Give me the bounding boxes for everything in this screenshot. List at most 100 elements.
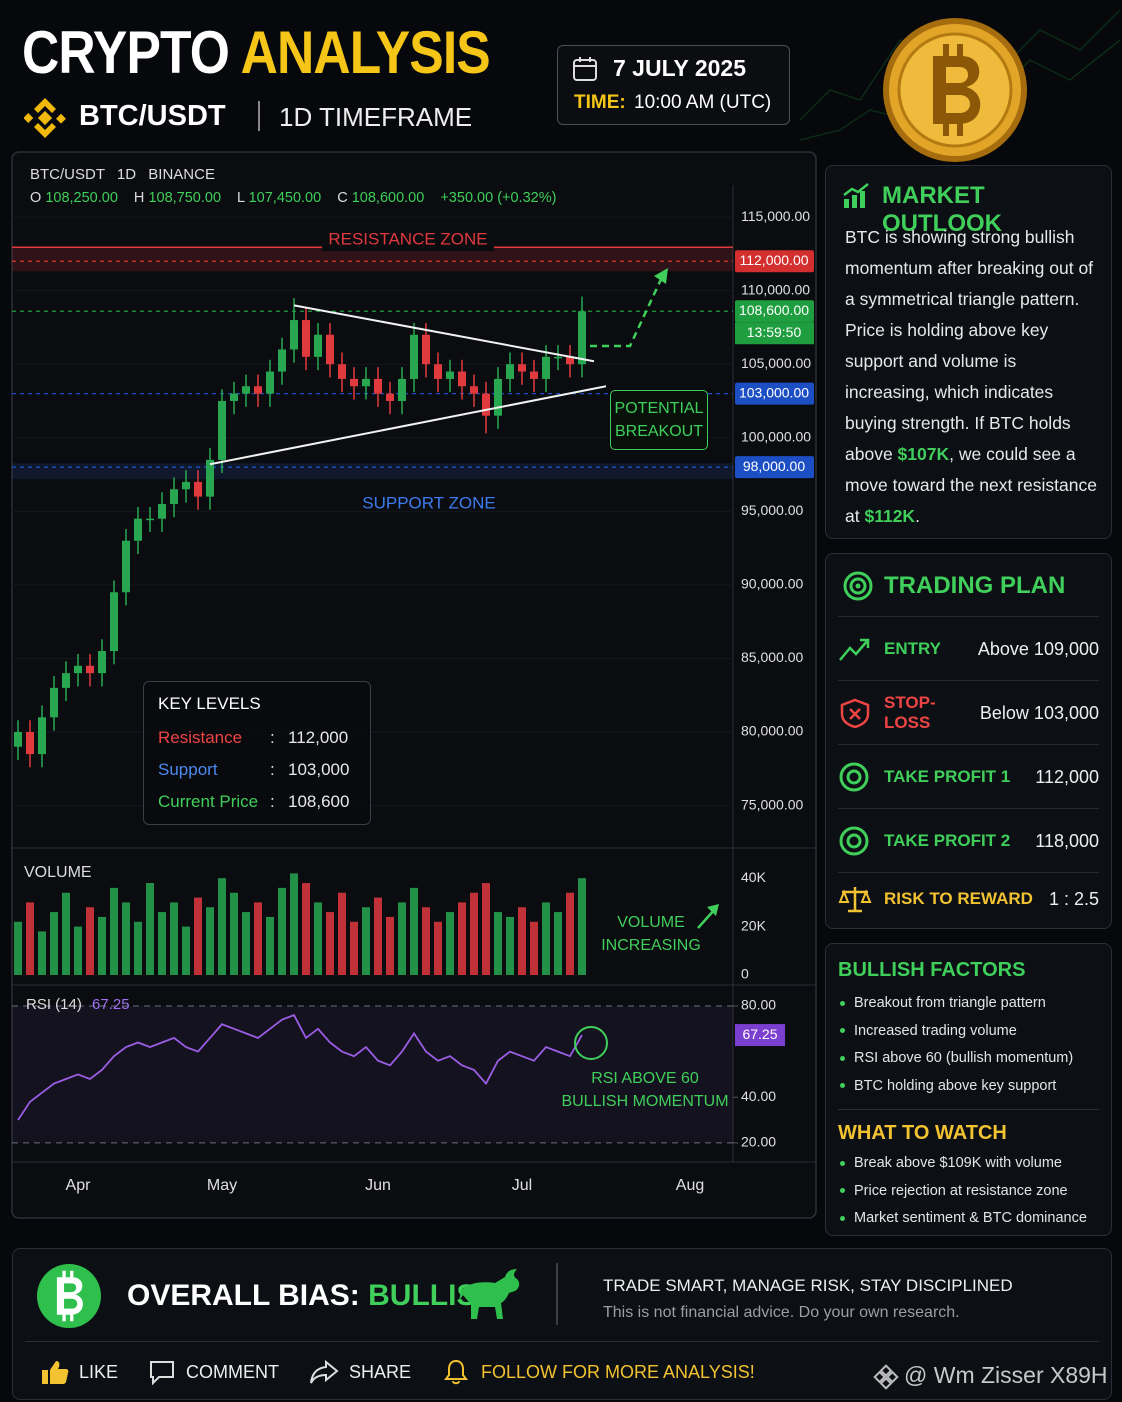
interval: 1D xyxy=(116,166,137,183)
price-label-bg xyxy=(735,300,814,323)
factor: Breakout from triangle pattern xyxy=(840,990,1073,1018)
text: , we could see a move toward the next re… xyxy=(845,444,1097,526)
rsi-band xyxy=(12,1005,733,1143)
candle-body xyxy=(506,364,514,379)
volume-bar xyxy=(302,883,310,975)
plan-row: ENTRY Above 109,000 xyxy=(838,616,1099,681)
candle-body xyxy=(74,665,82,674)
plan-label: TAKE PROFIT 2 xyxy=(884,831,1011,850)
date-box: 7 JULY 2025 TIME: 10:00 AM (UTC) xyxy=(557,45,790,125)
volume-bar xyxy=(38,931,46,975)
target-icon xyxy=(839,762,869,792)
volume-bar xyxy=(506,916,514,975)
candle-body xyxy=(98,651,106,674)
candle-body xyxy=(374,378,382,394)
like-icon xyxy=(42,1361,69,1384)
candle-body xyxy=(278,349,286,372)
y-tick-label: 20K xyxy=(741,917,767,933)
volume-bar xyxy=(254,902,262,975)
candle-body xyxy=(566,356,574,365)
factor: BTC holding above key support xyxy=(840,1073,1073,1101)
rsi-current-label: 67.25 xyxy=(742,1026,777,1042)
volume-bar xyxy=(482,883,490,975)
countdown-bg xyxy=(735,322,814,345)
volume-bar xyxy=(446,912,454,975)
pattern-line xyxy=(209,385,607,466)
candle-body xyxy=(182,481,190,490)
volume-bar xyxy=(518,907,526,975)
panel-title: TRADING PLAN xyxy=(884,572,1066,599)
action-label[interactable]: LIKE xyxy=(79,1361,119,1382)
volume-bar xyxy=(170,902,178,975)
volume-bar xyxy=(338,892,346,975)
plan-value: 118,000 xyxy=(1035,830,1099,851)
ohlc-value: 108,750.00 xyxy=(148,190,222,206)
candle-body xyxy=(266,371,274,394)
share-button[interactable]: SHARE xyxy=(309,1357,411,1387)
watch-item: Break above $109K with volume xyxy=(840,1150,1087,1178)
ohlc-value: 108,250.00 xyxy=(45,190,118,206)
key-level-value: 112,000 xyxy=(288,728,349,747)
key-level-label: Current Price xyxy=(158,792,259,811)
candle-body xyxy=(446,371,454,379)
volume-bar xyxy=(218,878,226,975)
y-tick-label: 85,000.00 xyxy=(741,649,803,665)
candle-body xyxy=(290,320,298,350)
pair: BTC/USDT xyxy=(79,100,226,132)
plan-label: ENTRY xyxy=(884,639,941,658)
candle-body xyxy=(86,665,94,674)
breakout-callout: POTENTIAL BREAKOUT xyxy=(610,390,708,450)
highlight: $107K xyxy=(897,444,950,464)
key-levels: KEY LEVELS Resistance : 112,000 Support … xyxy=(143,681,371,825)
volume-bar xyxy=(206,907,214,975)
exchange: BINANCE xyxy=(148,166,215,183)
y-tick-label: 90,000.00 xyxy=(741,576,803,592)
candle-body xyxy=(422,334,430,365)
volume-bar xyxy=(146,883,154,975)
time: 10:00 AM (UTC) xyxy=(634,92,772,113)
key-level-sep: : xyxy=(270,760,275,779)
target-icon xyxy=(843,571,873,601)
volume-bar xyxy=(122,902,130,975)
divider xyxy=(838,1109,1099,1110)
candle-body xyxy=(38,717,46,755)
y-tick-label: 110,000.00 xyxy=(741,281,810,297)
key-level-value: 108,600 xyxy=(288,792,350,811)
bull-icon xyxy=(459,1269,520,1319)
annotation-line: BULLISH MOMENTUM xyxy=(561,1093,729,1110)
zone-label-bg xyxy=(322,229,494,252)
candle-body xyxy=(482,393,490,416)
y-tick-label: 80.00 xyxy=(741,997,776,1013)
target-icon xyxy=(839,826,869,856)
key-level-sep: : xyxy=(270,728,275,747)
breakout-arrowhead xyxy=(654,268,668,284)
volume-bar xyxy=(542,902,550,975)
follow-button[interactable]: FOLLOW FOR MORE ANALYSIS! xyxy=(443,1357,755,1387)
plan-row: TAKE PROFIT 1 112,000 xyxy=(838,744,1099,809)
candle-body xyxy=(362,378,370,387)
zone-label: SUPPORT ZONE xyxy=(362,494,496,513)
trading-plan: TRADING PLAN ENTRY Above 109,000 STOP-LOS… xyxy=(825,553,1112,929)
separator xyxy=(556,1263,558,1325)
plan-row: STOP-LOSS Below 103,000 xyxy=(838,680,1099,745)
volume-arrowhead xyxy=(707,904,719,916)
like-button[interactable]: LIKE xyxy=(41,1357,118,1387)
footer: OVERALL BIAS: BULLISH TRADE SMART, MANAG… xyxy=(12,1248,1112,1400)
action-label[interactable]: SHARE xyxy=(349,1361,412,1382)
candle-body xyxy=(458,371,466,387)
candle-body xyxy=(554,356,562,359)
action-label[interactable]: COMMENT xyxy=(186,1361,279,1382)
chart-symbol-row: BTC/USDT 1D BINANCE xyxy=(30,166,215,183)
plan-row: TAKE PROFIT 2 118,000 xyxy=(838,808,1099,873)
candle-body xyxy=(14,732,22,747)
callout-line: BREAKOUT xyxy=(614,423,703,440)
x-tick-label: Apr xyxy=(66,1177,92,1194)
price-label: 103,000.00 xyxy=(739,384,809,400)
stop-icon xyxy=(840,698,870,728)
comment-button[interactable]: COMMENT xyxy=(148,1357,279,1387)
breakout-arrow xyxy=(590,274,665,348)
plan-value: Above 109,000 xyxy=(977,638,1099,659)
action-label[interactable]: FOLLOW FOR MORE ANALYSIS! xyxy=(481,1361,755,1382)
candle-body xyxy=(242,386,250,394)
